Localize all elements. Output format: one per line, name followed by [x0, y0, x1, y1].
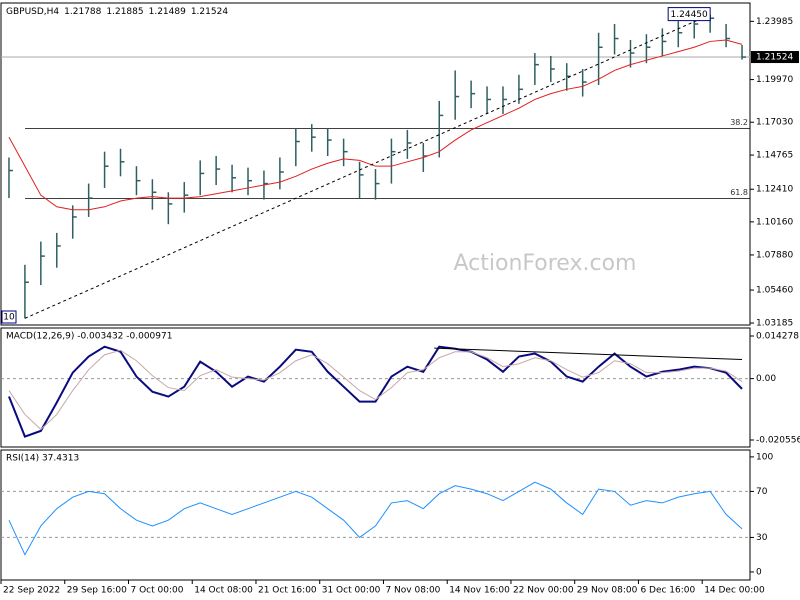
indicator-title: MACD(12,26,9) -0.003432 -0.000971 — [6, 332, 172, 342]
trendline — [24, 14, 711, 319]
header-value: 1.21885 — [106, 7, 143, 17]
low-label: 10 — [3, 313, 15, 323]
pane-border — [0, 327, 751, 448]
symbol: GBPUSD,H4 — [6, 7, 59, 17]
y-tick-label: 1.12410 — [756, 185, 793, 195]
y-tick-label: 1.03185 — [756, 319, 793, 329]
y-tick-label: 1.17030 — [756, 118, 793, 128]
y-tick-label: 30 — [756, 533, 768, 543]
trendline — [434, 347, 743, 361]
header-value: 1.21524 — [191, 7, 228, 17]
y-tick-label: 1.14765 — [756, 151, 793, 161]
y-tick-label: 0.014278 — [756, 332, 799, 342]
low-label-box — [1, 310, 17, 324]
moving-average — [8, 39, 743, 211]
y-tick-label: 100 — [756, 452, 773, 462]
header-value: 1.21788 — [64, 7, 101, 17]
current-price-label: 1.21524 — [756, 53, 793, 63]
x-tick-label: 31 Oct 00:00 — [322, 586, 381, 596]
y-tick-label: 1.07880 — [756, 250, 793, 260]
fib-label: 61.8 — [730, 188, 748, 197]
header-value: 1.21489 — [149, 7, 186, 17]
y-tick-label: 0 — [756, 567, 762, 577]
y-tick-label: 70 — [756, 487, 768, 497]
indicator-line — [8, 345, 743, 438]
x-tick-label: 21 Oct 16:00 — [258, 586, 317, 596]
x-tick-label: 6 Dec 16:00 — [640, 586, 695, 596]
indicator-line — [8, 349, 743, 431]
x-tick-label: 14 Nov 16:00 — [449, 586, 510, 596]
indicator-title: RSI(14) 37.4313 — [6, 454, 79, 464]
x-tick-label: 22 Nov 00:00 — [513, 586, 574, 596]
header: GBPUSD,H4 1.21788 1.21885 1.21489 1.21524 — [6, 7, 228, 17]
y-tick-label: 1.19970 — [756, 75, 793, 85]
y-tick-label: 1.23985 — [756, 17, 793, 27]
high-label-box — [667, 7, 711, 22]
x-tick-label: 29 Sep 16:00 — [67, 586, 127, 596]
x-tick-label: 14 Dec 00:00 — [704, 586, 765, 596]
pane-border — [0, 449, 751, 581]
high-label: 1.24450 — [671, 10, 708, 20]
current-price-box — [751, 51, 799, 64]
pane-border — [0, 2, 751, 326]
fib-label: 38.2 — [730, 118, 748, 127]
indicator-line — [8, 481, 743, 556]
x-tick-label: 22 Sep 2022 — [3, 586, 60, 596]
y-tick-label: 1.05460 — [756, 286, 793, 296]
y-tick-label: 0.00 — [756, 374, 776, 384]
x-tick-label: 14 Oct 08:00 — [194, 586, 253, 596]
x-tick-label: 7 Nov 08:00 — [385, 586, 440, 596]
y-tick-label: 1.10160 — [756, 217, 793, 227]
x-tick-label: 29 Nov 08:00 — [577, 586, 638, 596]
x-tick-label: 7 Oct 00:00 — [130, 586, 183, 596]
watermark: ActionForex.com — [454, 251, 637, 276]
y-tick-label: -0.020556 — [756, 436, 800, 446]
